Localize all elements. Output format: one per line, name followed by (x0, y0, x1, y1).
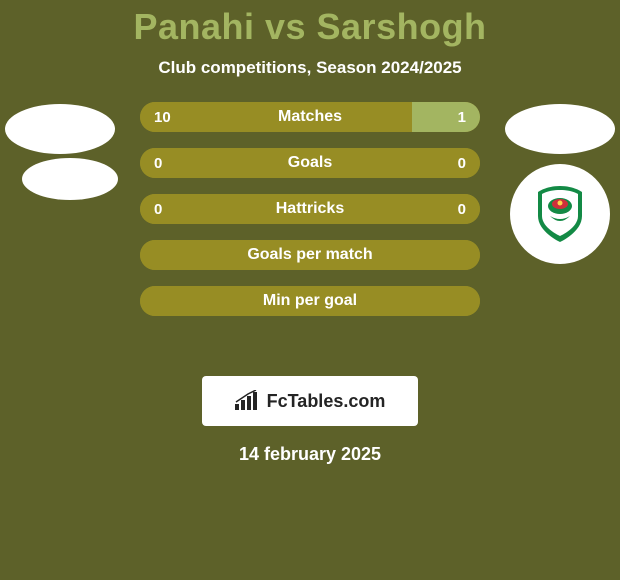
player-left-avatar-placeholder-2 (22, 158, 118, 200)
player-right-avatar-placeholder (505, 104, 615, 154)
comparison-bars: Matches101Goals00Hattricks00Goals per ma… (140, 102, 480, 332)
stat-bar: Goals0 0 (140, 148, 480, 178)
stat-bar-label: Goals (140, 154, 480, 172)
bar-chart-icon (235, 390, 261, 412)
stat-bar-label: Goals per match (140, 246, 480, 264)
stat-bar-label: Hattricks (140, 200, 480, 218)
fctables-label: FcTables.com (267, 391, 386, 412)
stat-bar-label: Matches (140, 108, 480, 126)
subtitle: Club competitions, Season 2024/2025 (0, 58, 620, 78)
club-crest-icon (528, 182, 592, 246)
fctables-badge: FcTables.com (202, 376, 418, 426)
stat-bar-label: Min per goal (140, 292, 480, 310)
stat-left-value: 0 (154, 201, 162, 218)
player-right-club-logo (510, 164, 610, 264)
player-left-avatar-placeholder (5, 104, 115, 154)
stats-area: Matches101Goals00Hattricks00Goals per ma… (0, 102, 620, 362)
stat-bar: Min per goal (140, 286, 480, 316)
stat-bar: Goals per match (140, 240, 480, 270)
stat-right-value: 1 (458, 109, 466, 126)
stat-left-value: 0 (154, 155, 162, 172)
stat-left-value: 10 (154, 109, 171, 126)
stat-right-value: 0 (458, 155, 466, 172)
date-label: 14 february 2025 (0, 444, 620, 465)
stat-bar: Hattricks0 0 (140, 194, 480, 224)
stat-bar: Matches10 1 (140, 102, 480, 132)
page-title: Panahi vs Sarshogh (0, 0, 620, 48)
stat-right-value: 0 (458, 201, 466, 218)
